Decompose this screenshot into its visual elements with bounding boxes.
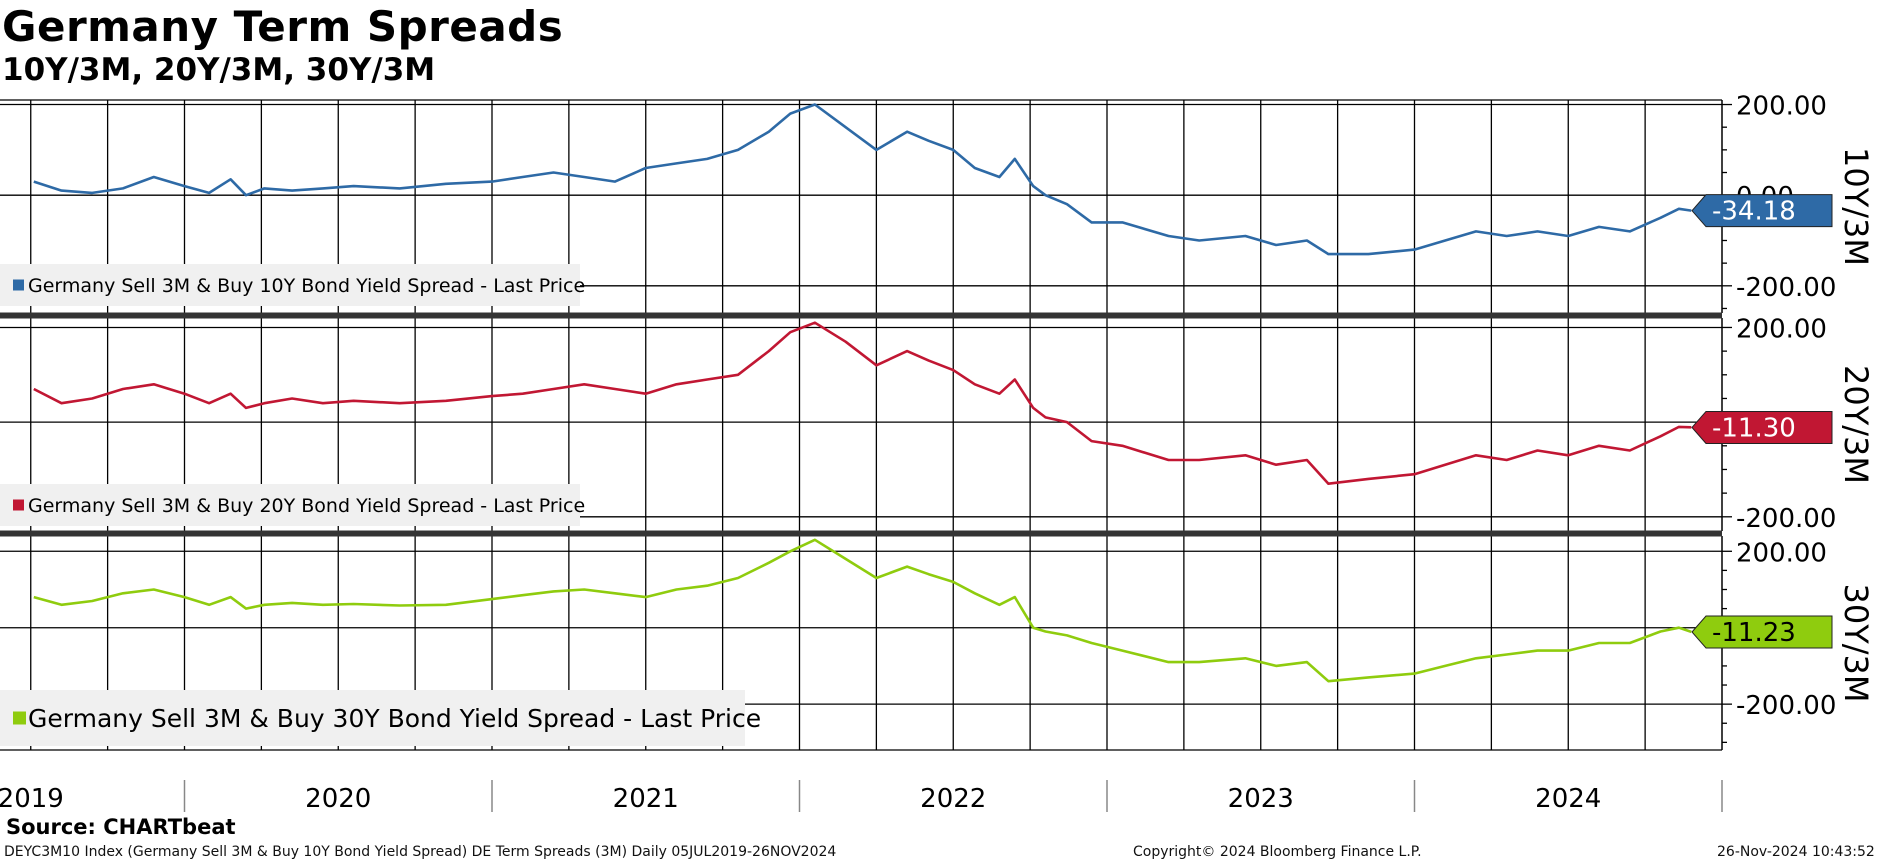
panel-separator <box>0 530 1722 537</box>
y-tick-label: 200.00 <box>1736 538 1827 568</box>
y-tick-label: -200.00 <box>1736 273 1836 303</box>
footer-description: DEYC3M10 Index (Germany Sell 3M & Buy 10… <box>4 844 837 860</box>
panel-label: 30Y/3M <box>1837 583 1875 702</box>
series-line <box>33 103 1692 256</box>
panel-label: 20Y/3M <box>1837 365 1875 484</box>
last-value-marker <box>1691 194 1833 228</box>
last-value-marker <box>1691 615 1833 649</box>
x-tick-label: 2023 <box>1228 784 1294 814</box>
chart-subtitle: 10Y/3M, 20Y/3M, 30Y/3M <box>2 52 436 88</box>
series-line <box>33 321 1692 486</box>
y-tick-label: 200.00 <box>1736 314 1827 344</box>
y-tick-label: -200.00 <box>1736 504 1836 534</box>
legend-swatch <box>13 279 24 291</box>
legend-label: Germany Sell 3M & Buy 20Y Bond Yield Spr… <box>28 495 585 517</box>
y-tick-label: -200.00 <box>1736 691 1836 721</box>
legend-box <box>0 690 745 746</box>
legend-label: Germany Sell 3M & Buy 10Y Bond Yield Spr… <box>28 275 585 297</box>
legend-box <box>0 264 580 306</box>
panel-label: 10Y/3M <box>1837 147 1875 266</box>
last-value-marker <box>1691 410 1833 444</box>
legend-swatch <box>13 711 26 725</box>
last-value-label: -11.30 <box>1712 413 1796 443</box>
x-tick-label: 2022 <box>920 784 986 814</box>
chart-title: Germany Term Spreads <box>2 2 564 51</box>
x-tick-label: 2024 <box>1535 784 1601 814</box>
x-tick-label: 2020 <box>305 784 371 814</box>
legend-box <box>0 484 580 526</box>
x-tick-label: 2021 <box>613 784 679 814</box>
source-label: Source: CHARTbeat <box>6 815 236 839</box>
footer-copyright: Copyright© 2024 Bloomberg Finance L.P. <box>1133 844 1422 860</box>
y-tick-label: 200.00 <box>1736 92 1827 122</box>
footer-timestamp: 26-Nov-2024 10:43:52 <box>1717 844 1875 860</box>
x-tick-label: 2019 <box>0 784 64 814</box>
legend-label: Germany Sell 3M & Buy 30Y Bond Yield Spr… <box>28 704 761 733</box>
series-line <box>33 538 1692 683</box>
last-value-label: -34.18 <box>1712 197 1796 227</box>
legend-swatch <box>13 499 24 511</box>
panel-separator <box>0 312 1722 319</box>
last-value-label: -11.23 <box>1712 618 1796 648</box>
